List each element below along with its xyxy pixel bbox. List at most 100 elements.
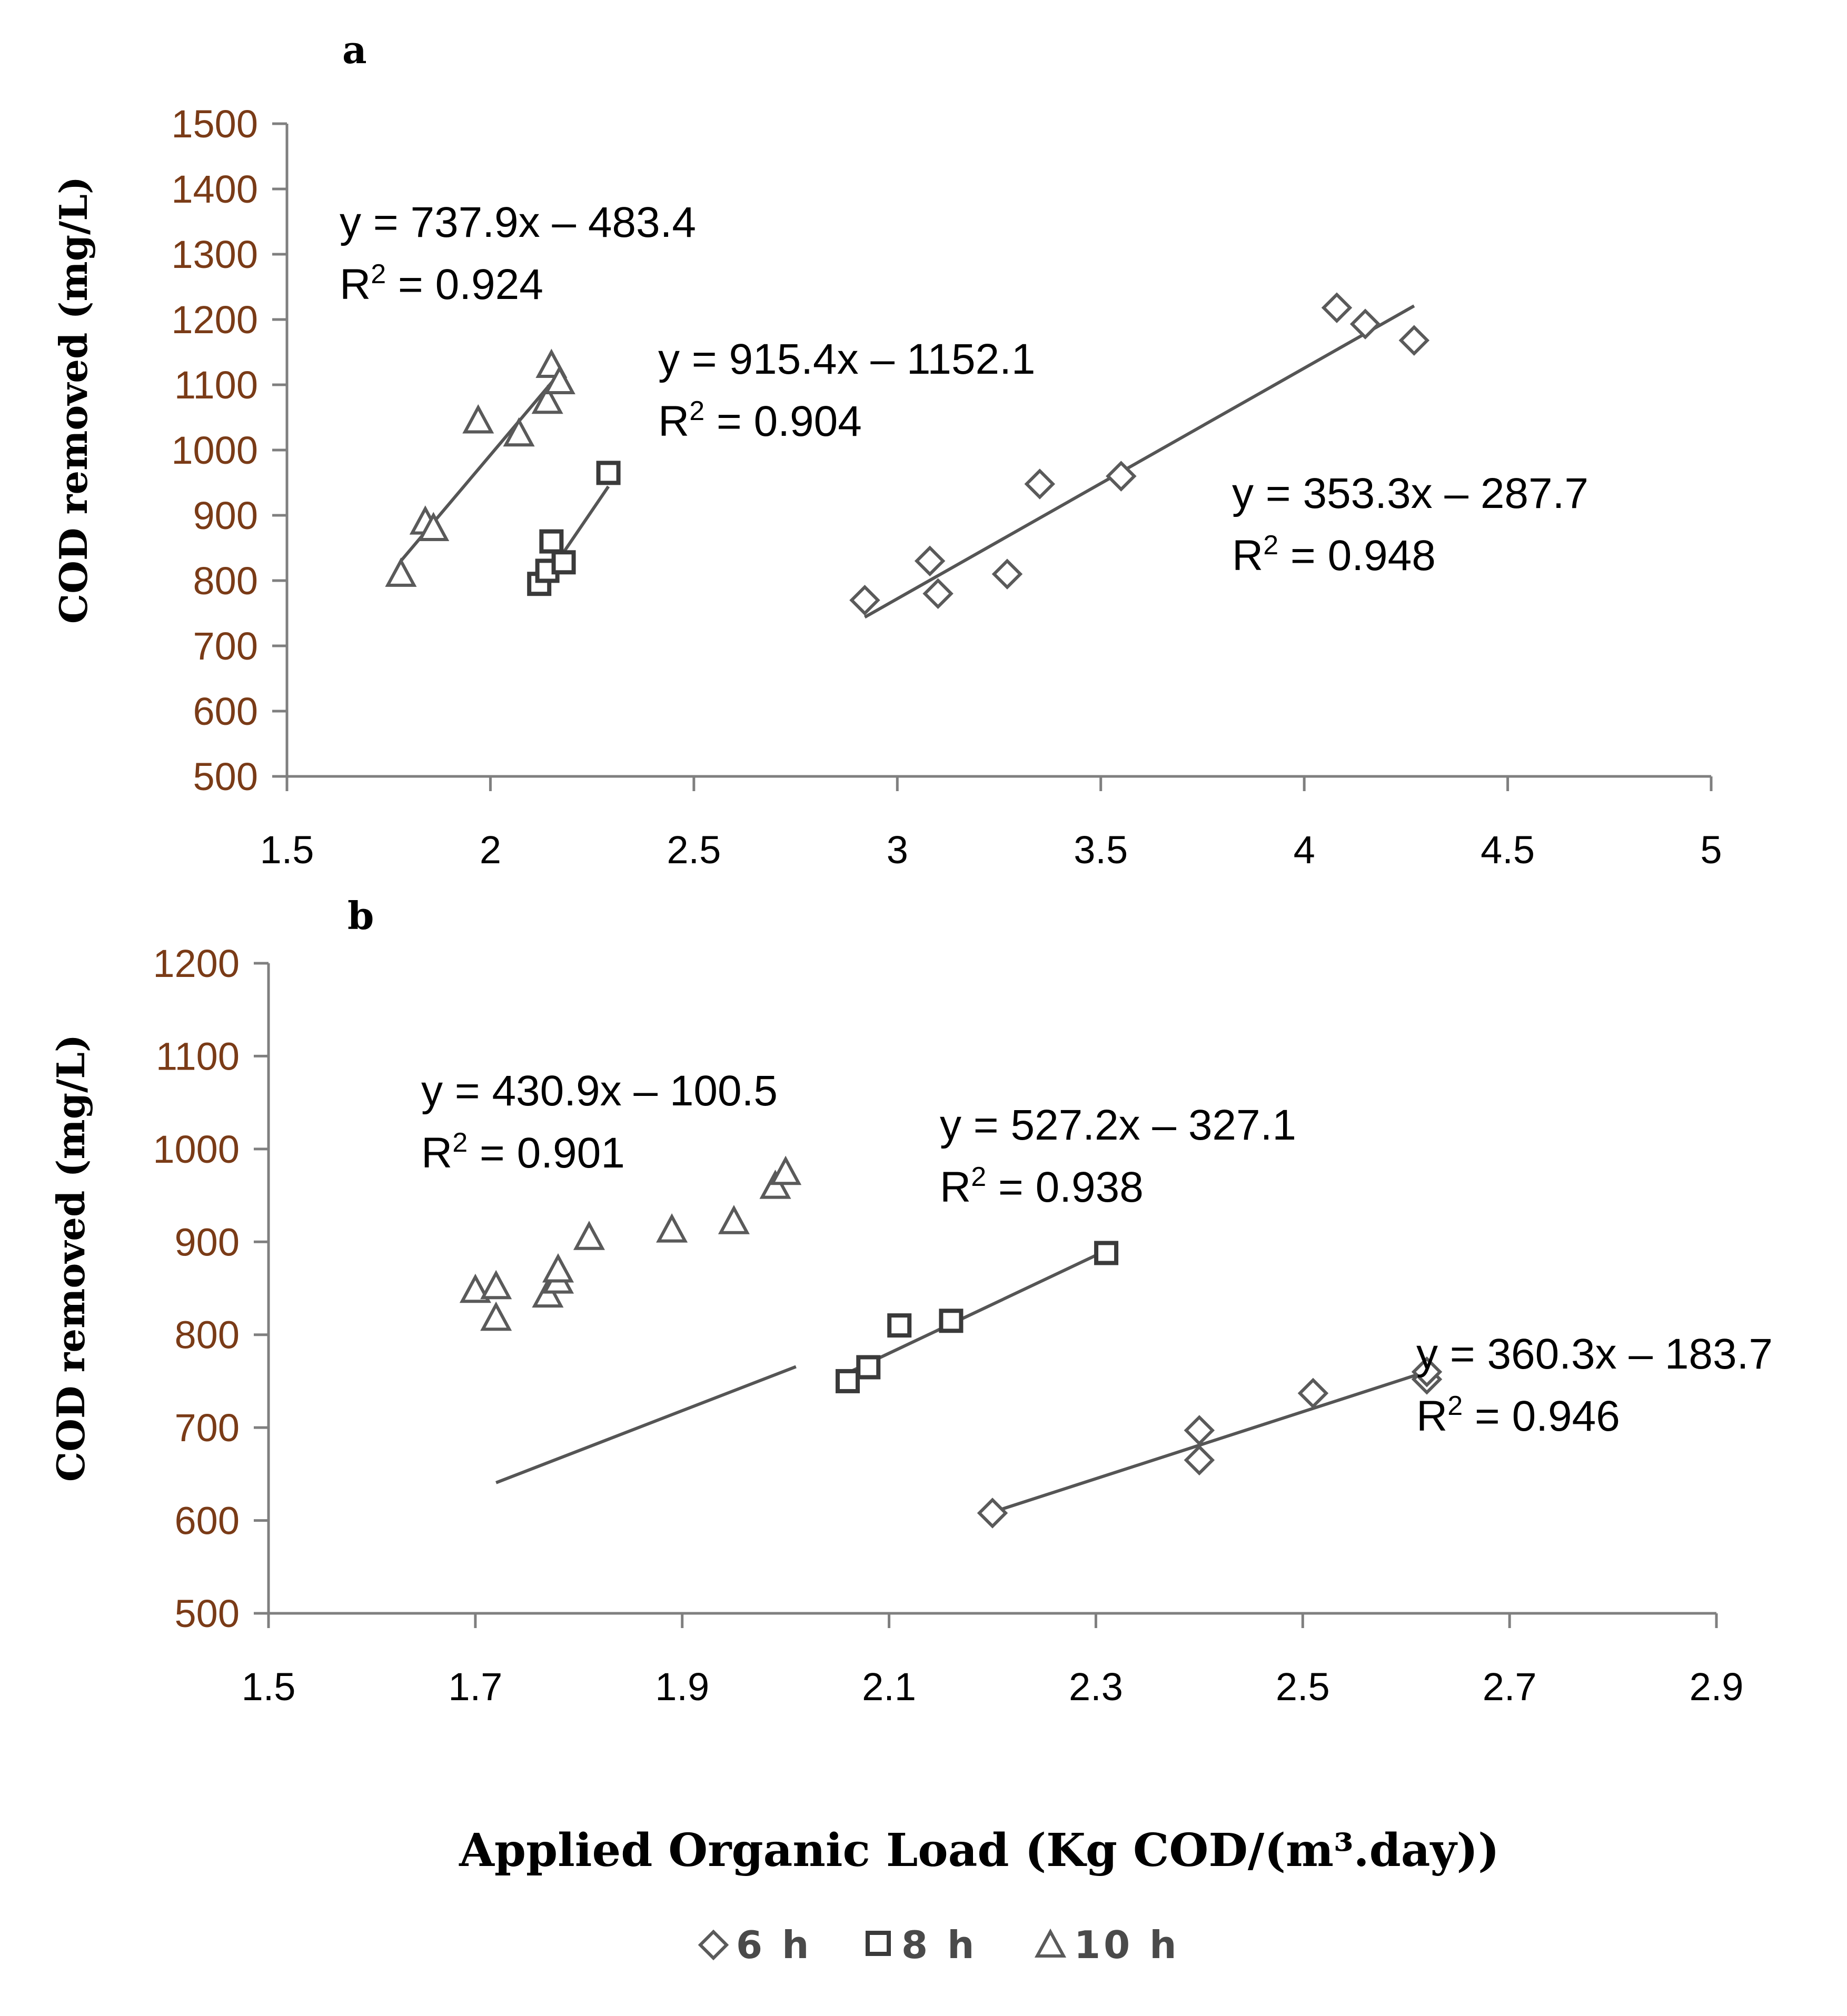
y-tick-label: 1000 (153, 1127, 240, 1171)
legend-label: 10 h (1074, 1923, 1180, 1967)
x-tick-label: 2.1 (862, 1665, 916, 1709)
r-squared-value: = 0.938 (986, 1163, 1144, 1211)
panel-b-axes: 500 600 700 800 900 1000 1100 1200 1.5 1.7 1.9 2.1 2… (153, 942, 1743, 1709)
r-squared-value: = 0.948 (1278, 532, 1436, 580)
equation-label: y = 353.3x – 287.7 (1232, 470, 1588, 517)
x-tick-label: 3 (887, 828, 908, 872)
data-point-square (836, 1369, 860, 1393)
r-squared-superscript: 2 (452, 1127, 468, 1158)
legend-label: 8 h (901, 1923, 977, 1967)
y-tick-label: 1000 (171, 428, 258, 472)
r-squared-symbol: R (940, 1163, 971, 1211)
legend-item-8h: 8 h (866, 1923, 977, 1967)
data-point-triangle (532, 1278, 564, 1308)
trendline-6h (992, 1370, 1427, 1514)
legend-label: 6 h (736, 1923, 812, 1967)
y-tick-label: 600 (193, 690, 258, 733)
equation-label: y = 430.9x – 100.5 (421, 1067, 778, 1115)
r-squared-value: = 0.901 (468, 1129, 625, 1177)
data-point-triangle (770, 1155, 802, 1185)
y-tick-label: 900 (193, 494, 258, 537)
y-tick-label: 1100 (174, 363, 258, 407)
panel-a-markers (385, 292, 1430, 616)
r-squared-label: R2 = 0.901 (421, 1127, 625, 1177)
panel-a-letter: a (342, 27, 367, 72)
x-tick-label: 2.3 (1069, 1665, 1123, 1709)
data-point-triangle (718, 1205, 750, 1234)
data-point-triangle (656, 1213, 688, 1243)
y-tick-label: 800 (175, 1313, 240, 1357)
data-point-triangle (385, 557, 417, 587)
data-point-triangle (542, 1253, 574, 1283)
x-tick-label: 2.9 (1690, 1665, 1744, 1709)
y-tick-label: 600 (175, 1499, 240, 1543)
r-squared-label: R2 = 0.946 (1416, 1391, 1620, 1440)
data-point-diamond (977, 1498, 1008, 1529)
legend-item-10h: 10 h (1034, 1923, 1180, 1967)
data-point-triangle (543, 365, 575, 395)
data-point-diamond (849, 584, 880, 616)
r-squared-symbol: R (421, 1129, 452, 1177)
equation-label: y = 915.4x – 1152.1 (658, 335, 1036, 383)
panel-b-annotation-8h: y = 527.2x – 327.1 R2 = 0.938 (940, 1101, 1296, 1211)
y-tick-label: 1300 (171, 233, 258, 276)
data-point-diamond (1184, 1444, 1215, 1476)
y-tick-label: 1200 (171, 298, 258, 342)
panel-b-annotation-6h: y = 360.3x – 183.7 R2 = 0.946 (1416, 1330, 1773, 1440)
r-squared-superscript: 2 (689, 396, 704, 426)
r-squared-label: R2 = 0.948 (1232, 530, 1436, 580)
panel-b: b COD removed (mg/L) 500 600 700 800 900 1000… (48, 893, 1773, 1709)
y-tick-label: 1200 (153, 942, 240, 985)
data-point-diamond (922, 578, 954, 610)
data-point-square (939, 1309, 964, 1333)
panel-a-axes: 500 600 700 800 900 1000 1100 1200 1300 1400 1500 1… (171, 102, 1722, 872)
data-point-diamond (1106, 461, 1137, 492)
legend-square-icon (866, 1931, 891, 1956)
panel-a-annotation-10h: y = 737.9x – 483.4 R2 = 0.924 (340, 198, 696, 308)
x-tick-label: 4.5 (1481, 828, 1535, 872)
x-tick-label: 4 (1294, 828, 1315, 872)
panel-b-letter: b (347, 893, 374, 938)
panel-a-annotation-8h: y = 915.4x – 1152.1 R2 = 0.904 (658, 335, 1036, 445)
data-point-diamond (1321, 292, 1353, 323)
data-point-diamond (1184, 1415, 1215, 1446)
panel-a-annotation-6h: y = 353.3x – 287.7 R2 = 0.948 (1232, 470, 1588, 580)
data-point-triangle (480, 1270, 512, 1300)
r-squared-symbol: R (1232, 532, 1263, 580)
data-point-square (596, 461, 621, 485)
data-point-diamond (1297, 1378, 1329, 1409)
r-squared-symbol: R (1416, 1392, 1447, 1440)
r-squared-superscript: 2 (1263, 530, 1278, 561)
data-point-diamond (914, 545, 946, 577)
y-tick-label: 1500 (171, 102, 258, 146)
y-tick-label: 500 (175, 1592, 240, 1635)
y-tick-label: 1400 (171, 167, 258, 211)
data-point-square (887, 1313, 912, 1338)
equation-label: y = 360.3x – 183.7 (1416, 1330, 1773, 1378)
y-tick-label: 500 (193, 755, 258, 799)
y-tick-label: 1100 (156, 1034, 240, 1078)
r-squared-label: R2 = 0.938 (940, 1162, 1144, 1211)
panel-b-markers (459, 1155, 1443, 1529)
y-tick-label: 700 (175, 1406, 240, 1450)
x-tick-label: 2.5 (1276, 1665, 1330, 1709)
data-point-triangle (759, 1170, 791, 1199)
data-point-square (1094, 1241, 1119, 1265)
x-tick-label: 5 (1700, 828, 1722, 872)
r-squared-superscript: 2 (1447, 1391, 1463, 1421)
data-point-square (856, 1355, 881, 1380)
r-squared-symbol: R (340, 261, 371, 308)
data-point-diamond (1398, 325, 1430, 356)
panel-b-trendlines (495, 1249, 1427, 1514)
data-point-diamond (991, 558, 1023, 590)
data-point-square (539, 529, 564, 554)
panel-b-y-axis-title: COD removed (mg/L) (48, 1034, 93, 1482)
y-tick-label: 900 (175, 1220, 240, 1264)
x-tick-label: 2 (480, 828, 501, 872)
data-point-diamond (1349, 308, 1381, 340)
legend-item-6h: 6 h (698, 1923, 812, 1967)
panel-a: a COD removed (mg/L) 500 600 700 800 900 1000… (51, 27, 1722, 872)
r-squared-value: = 0.946 (1463, 1392, 1620, 1440)
x-tick-label: 2.5 (667, 828, 721, 872)
